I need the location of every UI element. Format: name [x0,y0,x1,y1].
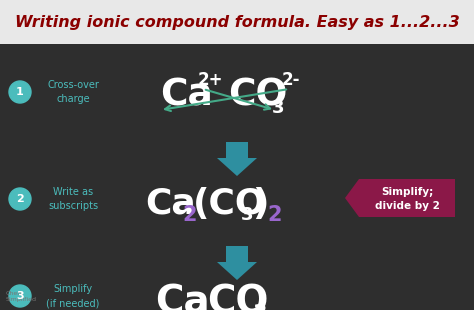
Text: 2-: 2- [282,71,301,89]
Circle shape [9,81,31,103]
Bar [226,246,248,262]
Circle shape [9,188,31,210]
Text: (CO: (CO [193,187,266,221]
Text: ): ) [252,187,268,221]
Text: Ca: Ca [155,283,210,310]
Text: 3: 3 [253,304,267,310]
Polygon shape [217,262,257,280]
Text: CO: CO [228,78,287,114]
Text: Cross-over
charge: Cross-over charge [47,80,99,104]
Polygon shape [345,179,455,217]
Text: 2+: 2+ [198,71,224,89]
Text: Simplify;
divide by 2: Simplify; divide by 2 [374,188,439,210]
Text: CO: CO [207,283,268,310]
Text: Ca: Ca [160,78,213,114]
Text: 2: 2 [267,205,282,225]
Polygon shape [217,158,257,176]
Text: 2: 2 [182,205,197,225]
Text: 3: 3 [16,291,24,301]
Text: 2: 2 [16,194,24,204]
Text: 1: 1 [16,87,24,97]
Bar [0,0,474,44]
Bar [226,142,248,158]
Text: 3: 3 [241,206,254,224]
Text: Simplify
(if needed): Simplify (if needed) [46,284,100,308]
Text: Ca: Ca [145,187,196,221]
Text: Chem
Simplified: Chem Simplified [6,291,37,302]
Bar [0,44,474,310]
Text: Write as
subscripts: Write as subscripts [48,187,98,211]
Circle shape [9,285,31,307]
Text: 3: 3 [272,99,284,117]
Text: Writing ionic compound formula. Easy as 1...2...3: Writing ionic compound formula. Easy as … [15,15,459,29]
